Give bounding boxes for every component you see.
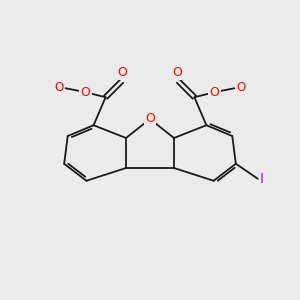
Text: O: O <box>145 112 155 125</box>
Text: O: O <box>118 66 128 79</box>
Text: O: O <box>81 86 91 99</box>
Text: O: O <box>172 66 182 79</box>
Text: I: I <box>260 172 264 186</box>
Text: O: O <box>209 86 219 99</box>
Text: O: O <box>54 81 64 94</box>
Text: O: O <box>236 81 246 94</box>
